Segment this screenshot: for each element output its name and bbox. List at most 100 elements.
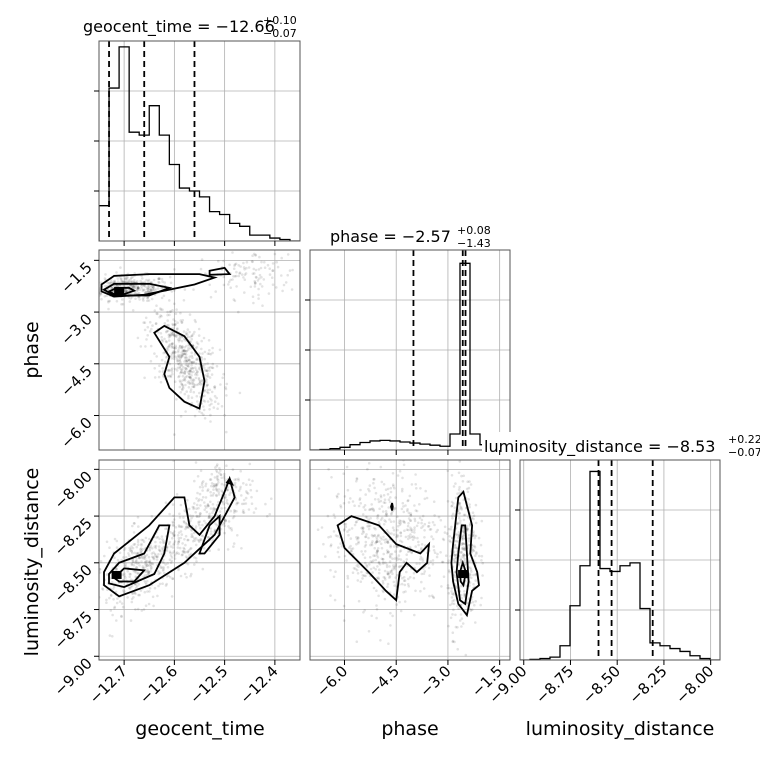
sample-point — [333, 516, 337, 519]
sample-point — [433, 551, 437, 554]
sample-point — [368, 524, 372, 528]
sample-point — [420, 518, 424, 522]
sample-point — [384, 509, 388, 513]
sample-point — [242, 502, 246, 506]
sample-point — [407, 534, 410, 538]
sample-point — [246, 492, 250, 495]
sample-point — [232, 275, 235, 278]
sample-point — [429, 560, 433, 563]
sample-point — [193, 537, 196, 540]
sample-point — [188, 376, 192, 379]
sample-point — [173, 534, 176, 538]
sample-point — [147, 287, 151, 291]
sample-point — [421, 559, 425, 562]
sample-point — [454, 539, 457, 543]
sample-point — [450, 514, 454, 518]
sample-point — [125, 278, 129, 282]
sample-point — [463, 554, 466, 557]
sample-point — [165, 546, 169, 549]
sample-point — [365, 533, 368, 536]
sample-point — [210, 472, 214, 476]
sample-point — [206, 372, 210, 376]
sample-point — [462, 530, 465, 533]
sample-point — [173, 334, 176, 338]
sample-point — [200, 339, 203, 343]
sample-point — [132, 543, 136, 546]
sample-point — [407, 499, 410, 502]
sample-point — [155, 558, 159, 561]
sample-point — [176, 546, 180, 549]
sample-point — [374, 541, 377, 545]
sample-point — [233, 275, 237, 278]
sample-point — [343, 527, 346, 531]
sample-point — [149, 359, 153, 363]
sample-point — [184, 383, 187, 387]
sample-point — [88, 298, 91, 301]
sample-point — [141, 566, 145, 570]
sample-point — [184, 521, 187, 525]
sample-point — [357, 504, 361, 508]
sample-point — [142, 321, 145, 324]
sample-point — [171, 333, 175, 337]
sample-point — [449, 528, 453, 531]
sample-point — [358, 497, 362, 500]
sample-point — [451, 631, 455, 634]
sample-point — [206, 369, 209, 373]
sample-point — [177, 375, 180, 379]
title-plus-phase: +0.08 — [457, 224, 491, 237]
sample-point — [389, 611, 392, 615]
sample-point — [196, 475, 200, 478]
sample-point — [185, 350, 188, 353]
sample-point — [129, 284, 132, 287]
sample-point — [182, 378, 186, 382]
sample-point — [211, 503, 215, 506]
sample-point — [377, 498, 380, 501]
sample-point — [386, 582, 390, 586]
sample-point — [413, 528, 416, 532]
sample-point — [480, 519, 484, 523]
sample-point — [124, 289, 127, 293]
sample-point — [428, 528, 432, 531]
sample-point — [247, 266, 251, 269]
sample-point — [156, 535, 160, 539]
sample-point — [113, 556, 116, 559]
sample-point — [151, 285, 155, 289]
xlabel-phase: phase — [381, 718, 438, 740]
sample-point — [123, 548, 126, 552]
sample-point — [180, 321, 183, 324]
sample-point — [239, 485, 242, 489]
sample-point — [123, 572, 126, 575]
sample-point — [374, 527, 377, 531]
sample-point — [458, 512, 461, 515]
sample-point — [182, 550, 185, 553]
sample-point — [403, 521, 407, 524]
sample-point — [183, 547, 186, 551]
sample-point — [213, 508, 217, 511]
ytick-label-luminosity_distance: −8.00 — [51, 467, 96, 512]
title-median: −12.66 — [216, 17, 275, 36]
sample-point — [184, 534, 188, 538]
sample-point — [223, 478, 227, 482]
sample-point — [186, 562, 190, 566]
sample-point — [271, 262, 275, 265]
sample-point — [219, 473, 223, 476]
sample-point — [87, 291, 90, 294]
sample-point — [155, 312, 158, 315]
sample-point — [168, 335, 172, 338]
sample-point — [161, 548, 165, 551]
sample-point — [182, 365, 185, 369]
sample-point — [460, 617, 464, 620]
sample-point — [361, 529, 365, 533]
sample-point — [171, 322, 174, 326]
sample-point — [407, 511, 411, 515]
sample-point — [197, 499, 200, 503]
sample-point — [172, 521, 175, 525]
sample-point — [189, 547, 192, 551]
sample-point — [417, 540, 420, 544]
sample-point — [170, 342, 174, 346]
sample-point — [205, 369, 208, 373]
sample-point — [419, 557, 422, 561]
sample-point — [123, 574, 126, 578]
sample-point — [189, 514, 192, 517]
sample-point — [144, 565, 147, 568]
